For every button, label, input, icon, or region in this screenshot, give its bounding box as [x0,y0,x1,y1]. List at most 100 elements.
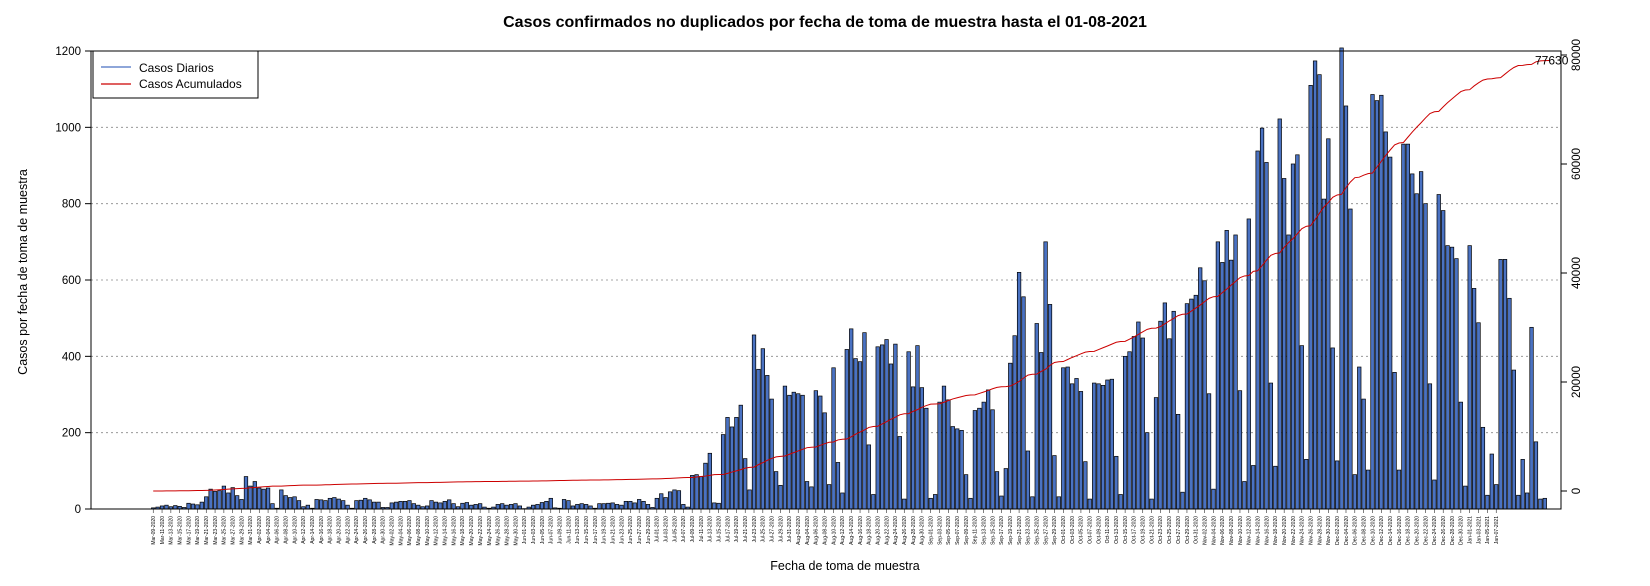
bar [1529,326,1534,510]
bar [986,389,991,510]
x-tick-label: Dec-18-2020 [1406,516,1412,545]
x-tick-label: Aug-04-2020 [805,516,811,545]
bar [610,502,615,510]
x-tick-label: Oct-17-2020 [1132,516,1138,544]
bar [1096,383,1101,510]
bar [862,332,867,510]
bar [800,394,805,510]
x-tick-label: Jul-01-2020 [655,516,661,543]
bar [1105,379,1110,510]
bar [544,501,549,510]
bar [950,426,955,510]
bar [1436,194,1441,510]
bar [827,484,832,510]
x-tick-label: Dec-22-2020 [1423,516,1429,545]
bar [411,503,416,510]
bar [866,444,871,510]
bar [981,401,986,510]
bar [1423,203,1428,510]
x-tick-label: Nov-20-2020 [1282,516,1288,545]
bar [773,471,779,510]
bar [1255,150,1260,510]
bar [694,474,699,510]
x-tick-label: May-06-2020 [407,516,413,546]
bar [849,328,854,510]
chart-title: Casos confirmados no duplicados por fech… [503,14,1147,31]
bar [990,409,995,510]
bar [1043,241,1048,510]
bar [667,491,673,510]
bar [1167,338,1172,510]
bar [968,497,973,510]
x-tick-label: Oct-07-2020 [1088,516,1094,544]
bar [1476,322,1481,510]
x-tick-label: Aug-26-2020 [902,516,908,545]
x-tick-label: Oct-05-2020 [1079,516,1085,544]
bar [561,499,567,510]
x-tick-label: Sep-21-2020 [1017,516,1023,545]
x-tick-label: Jun-27-2020 [637,516,643,544]
x-tick-label: Nov-14-2020 [1255,516,1261,545]
bar [760,348,765,510]
bar [1003,468,1008,510]
x-tick-label: Jul-23-2020 [752,516,758,543]
bar [1374,100,1380,510]
bar [363,497,368,510]
bar [1251,465,1256,510]
x-tick-label: Nov-06-2020 [1220,516,1226,545]
bar [1454,258,1459,510]
y2-tick-label: 20000 [1571,366,1583,398]
bar [1441,210,1446,510]
bar [478,503,483,510]
bar [504,504,509,510]
bar [1357,366,1362,510]
bar [345,504,350,510]
bar [1348,208,1353,510]
bar [1034,323,1039,510]
x-tick-label: Nov-02-2020 [1202,516,1208,545]
bar [623,501,629,510]
bar [1233,234,1238,510]
x-tick-label: Jul-15-2020 [716,516,722,543]
bar [937,401,942,510]
bar [778,484,783,510]
bar [1025,450,1031,510]
bar [1016,272,1022,510]
x-tick-label: Sep-25-2020 [1035,516,1041,545]
bar [1242,481,1247,510]
bar [972,410,978,510]
x-tick-label: Oct-03-2020 [1070,516,1076,544]
x-tick-label: Mar-19-2020 [195,516,201,545]
x-tick-label: Jul-31-2020 [787,516,793,543]
y-tick-label: 0 [75,504,81,516]
x-tick-label: Apr-30-2020 [381,516,387,544]
bar [720,434,726,510]
bar [495,504,500,510]
x-tick-label: Nov-22-2020 [1291,516,1297,545]
x-tick-label: Oct-01-2020 [1061,516,1067,544]
bar [1264,162,1269,510]
bar [1149,498,1154,510]
bar [1339,47,1344,510]
bar [190,503,196,510]
x-tick-label: May-08-2020 [416,516,422,546]
x-tick-label: Sep-15-2020 [990,516,996,545]
bar [226,492,231,510]
x-tick-label: Jun-29-2020 [646,516,652,544]
x-tick-label: Jun-15-2020 [584,516,590,544]
bar [844,349,849,510]
x-tick-label: Oct-29-2020 [1185,516,1191,544]
bar [1189,298,1194,510]
bar [1343,105,1349,510]
bar [500,503,505,510]
bar [296,500,302,510]
y2-tick-label: 40000 [1571,257,1583,289]
x-tick-label: Apr-04-2020 [266,516,272,544]
x-tick-label: Dec-28-2020 [1450,516,1456,545]
bar [1162,302,1167,510]
y-axis-right: 0 20000 40000 60000 80000 [1560,39,1583,494]
x-tick-label: Aug-18-2020 [867,516,873,545]
bar [513,503,518,510]
bar [1021,296,1026,510]
bar [195,504,200,510]
